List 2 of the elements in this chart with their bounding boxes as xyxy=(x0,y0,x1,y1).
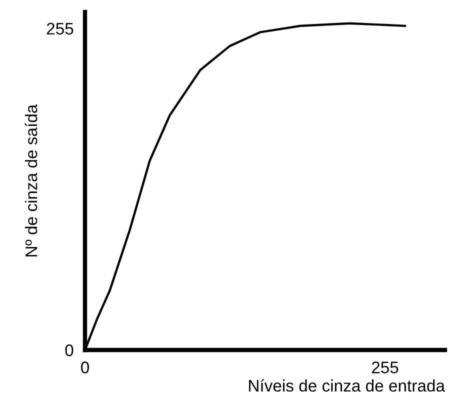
x-axis-title: Níveis de cinza de entrada xyxy=(249,379,446,392)
y-axis-title: Nº de cinza de saída xyxy=(24,104,38,256)
